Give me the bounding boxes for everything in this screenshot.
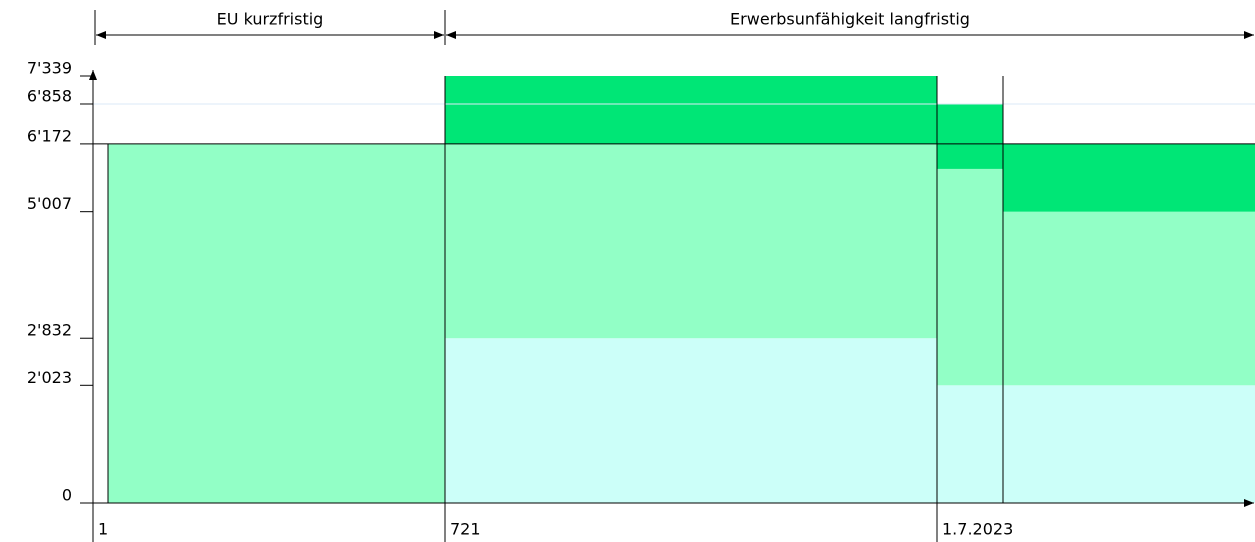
step-segment — [445, 338, 937, 503]
step-segment — [937, 103, 1003, 169]
step-segment — [1003, 143, 1255, 212]
x-tick-label: 721 — [450, 520, 481, 539]
y-tick-label: 6'172 — [27, 126, 72, 145]
step-segment — [445, 143, 937, 339]
y-tick-label: 0 — [62, 486, 72, 505]
y-tick-label: 5'007 — [27, 194, 72, 213]
step-segment — [445, 76, 937, 144]
y-tick-label: 7'339 — [27, 59, 72, 78]
step-segment — [1003, 385, 1255, 503]
span-label: Erwerbsunfähigkeit langfristig — [730, 10, 970, 29]
step-segment — [108, 143, 445, 504]
step-segment — [1003, 211, 1255, 386]
x-tick-label: 1 — [98, 520, 108, 539]
y-tick-label: 6'858 — [27, 86, 72, 105]
step-segment — [937, 385, 1003, 503]
step-segment — [937, 168, 1003, 386]
y-tick-label: 2'023 — [27, 368, 72, 387]
x-tick-label: 1.7.2023 — [942, 520, 1013, 539]
span-label: EU kurzfristig — [217, 10, 324, 29]
y-tick-label: 2'832 — [27, 321, 72, 340]
